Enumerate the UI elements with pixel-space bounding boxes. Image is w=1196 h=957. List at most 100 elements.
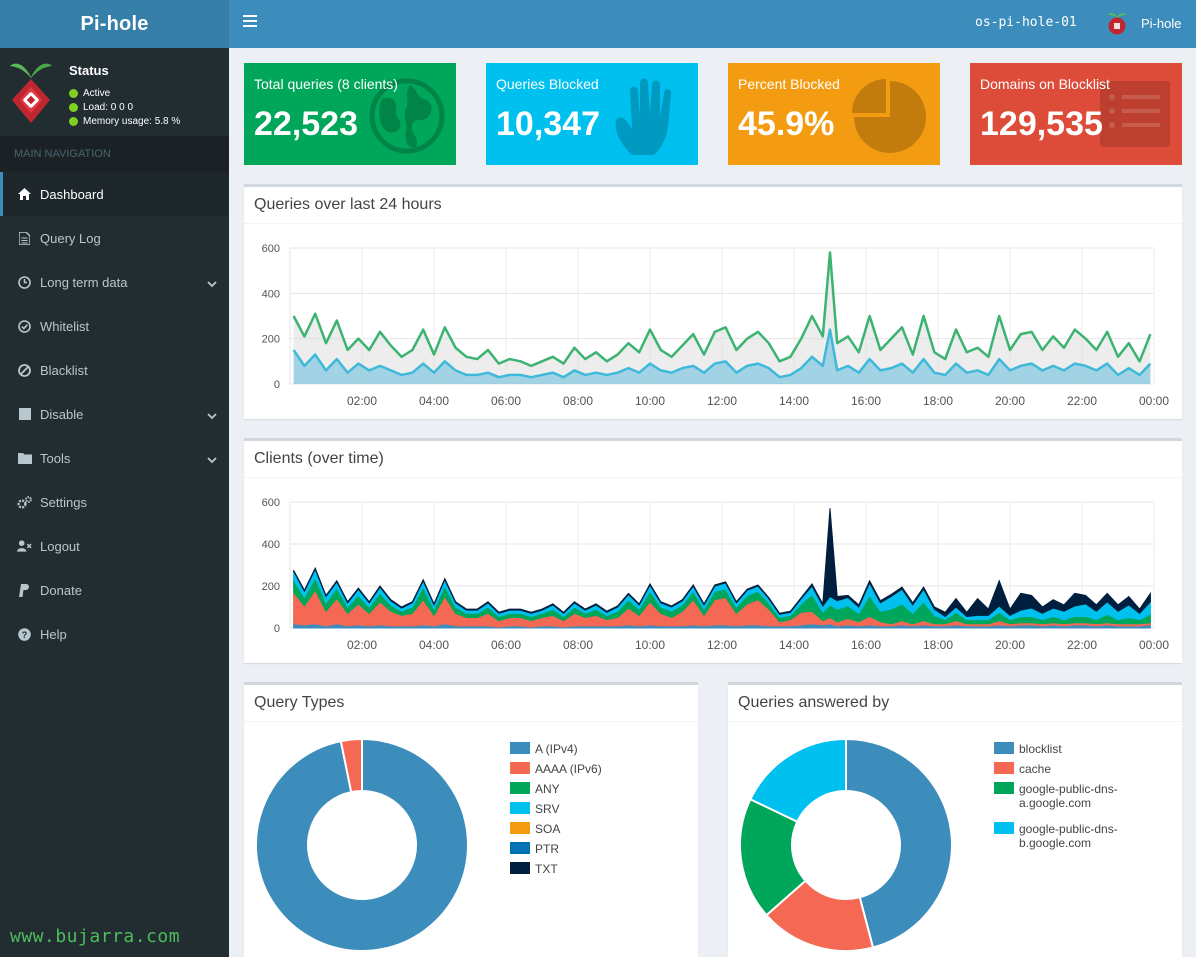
x-tick-label: 04:00 [419, 394, 449, 408]
donut-slice-blocklist[interactable] [845, 737, 953, 949]
sidebar-item-disable[interactable]: Disable [0, 392, 229, 436]
sidebar-item-label: Long term data [40, 274, 128, 290]
sidebar-item-label: Dashboard [40, 186, 104, 202]
legend-swatch [994, 822, 1014, 834]
sidebar-item-label: Whitelist [40, 318, 90, 334]
legend-item[interactable]: AAAA (IPv6) [510, 762, 602, 782]
answered-by-panel-title: Queries answered by [728, 685, 1182, 722]
sidebar-item-whitelist[interactable]: Whitelist [0, 304, 229, 348]
stat-tile-value: 129,535 [980, 105, 1103, 143]
legend-item[interactable]: ANY [510, 782, 602, 802]
chevron-down-icon [207, 408, 217, 423]
legend-label-line: google-public-dns- [1019, 782, 1118, 796]
sidebar-item-logout[interactable]: Logout [0, 524, 229, 568]
legend-label: blocklist [1019, 742, 1062, 756]
app-logo[interactable]: Pi-hole [0, 0, 229, 48]
globe-icon [368, 77, 446, 160]
sidebar-item-label: Disable [40, 406, 84, 422]
legend-item[interactable]: PTR [510, 842, 602, 862]
status-active: Active [69, 88, 110, 99]
x-tick-label: 20:00 [995, 394, 1025, 408]
legend-item[interactable]: TXT [510, 862, 602, 882]
legend-item[interactable]: blocklist [994, 742, 1118, 762]
chevron-down-icon [207, 276, 217, 291]
legend-item[interactable]: google-public-dns-a.google.com [994, 782, 1118, 822]
legend-label: TXT [535, 862, 558, 876]
stat-tile-percent-blocked: Percent Blocked 45.9% [728, 63, 940, 165]
sidebar: Status Active Load: 0 0 0 Memory usage: … [0, 48, 229, 957]
sidebar-item-label: Help [40, 626, 67, 642]
x-tick-label: 18:00 [923, 638, 953, 652]
legend-label: SRV [535, 802, 560, 816]
sidebar-item-label: Logout [40, 538, 80, 554]
legend-item[interactable]: cache [994, 762, 1118, 782]
question-circle-icon: ? [17, 627, 32, 641]
chevron-down-icon [207, 452, 217, 467]
legend-swatch [510, 762, 530, 774]
sidebar-item-query-log[interactable]: Query Log [0, 216, 229, 260]
y-tick-label: 0 [274, 379, 280, 391]
query-series-1-line [292, 328, 1152, 379]
sidebar-item-dashboard[interactable]: Dashboard [0, 172, 229, 216]
legend-swatch [510, 822, 530, 834]
sidebar-item-help[interactable]: ? Help [0, 612, 229, 656]
sidebar-item-settings[interactable]: Settings [0, 480, 229, 524]
watermark: www.bujarra.com [10, 926, 181, 947]
legend-label: SOA [535, 822, 561, 836]
x-tick-label: 12:00 [707, 394, 737, 408]
y-tick-label: 0 [274, 623, 280, 635]
pie-chart-icon [850, 77, 930, 162]
stat-tile-label: Domains on Blocklist [980, 76, 1110, 92]
ban-icon [17, 363, 32, 377]
check-circle-icon [17, 319, 32, 333]
sidebar-item-donate[interactable]: Donate [0, 568, 229, 612]
clock-icon [17, 275, 32, 289]
legend-item[interactable]: A (IPv4) [510, 742, 602, 762]
sidebar-toggle-icon[interactable] [243, 15, 257, 29]
legend-item[interactable]: SOA [510, 822, 602, 842]
x-tick-label: 02:00 [347, 394, 377, 408]
file-icon [17, 231, 32, 245]
paypal-icon [17, 583, 32, 597]
user-menu[interactable]: Pi-hole [1105, 10, 1181, 36]
y-tick-label: 600 [262, 497, 280, 509]
answered-by-panel: Queries answered by blocklist cache google… [728, 682, 1182, 957]
legend-item[interactable]: google-public-dns-b.google.com [994, 822, 1118, 862]
query-series-1-area [293, 329, 1151, 384]
x-tick-label: 04:00 [419, 638, 449, 652]
status-load: Load: 0 0 0 [69, 102, 133, 113]
y-tick-label: 200 [262, 581, 280, 593]
x-tick-label: 18:00 [923, 394, 953, 408]
x-tick-label: 20:00 [995, 638, 1025, 652]
stat-tile-value: 10,347 [496, 105, 600, 143]
list-icon [1098, 77, 1172, 154]
stat-tile-label: Percent Blocked [738, 76, 840, 92]
legend-label: A (IPv4) [535, 742, 578, 756]
stat-tile-value: 22,523 [254, 105, 358, 143]
sidebar-item-long-term-data[interactable]: Long term data [0, 260, 229, 304]
sidebar-item-label: Query Log [40, 230, 101, 246]
x-tick-label: 10:00 [635, 394, 665, 408]
raspberry-logo-icon [1108, 13, 1126, 35]
sidebar-item-tools[interactable]: Tools [0, 436, 229, 480]
status-title: Status [69, 63, 109, 78]
x-tick-label: 22:00 [1067, 394, 1097, 408]
donut-slice-google-public-dns-b-google-com[interactable] [749, 737, 847, 824]
donut-slice-a-ipv4-[interactable] [255, 737, 469, 952]
hostname: os-pi-hole-01 [975, 15, 1077, 30]
x-tick-label: 14:00 [779, 394, 809, 408]
legend-swatch [994, 742, 1014, 754]
sidebar-item-blacklist[interactable]: Blacklist [0, 348, 229, 392]
status-dot-icon [69, 103, 78, 112]
pihole-logo-icon [10, 63, 52, 123]
sidebar-item-label: Tools [40, 450, 71, 466]
donut-slice-aaaa-ipv6-[interactable] [339, 737, 363, 794]
legend-item[interactable]: SRV [510, 802, 602, 822]
x-tick-label: 16:00 [851, 638, 881, 652]
stat-tile-value: 45.9% [738, 105, 835, 143]
clients-panel-title: Clients (over time) [244, 441, 1182, 478]
answered-by-legend: blocklist cache google-public-dns-a.google… [994, 742, 1118, 862]
x-tick-label: 08:00 [563, 394, 593, 408]
legend-label-line: b.google.com [1019, 836, 1092, 850]
nav-list: Dashboard Query Log Long term data Whitelis… [0, 172, 229, 656]
